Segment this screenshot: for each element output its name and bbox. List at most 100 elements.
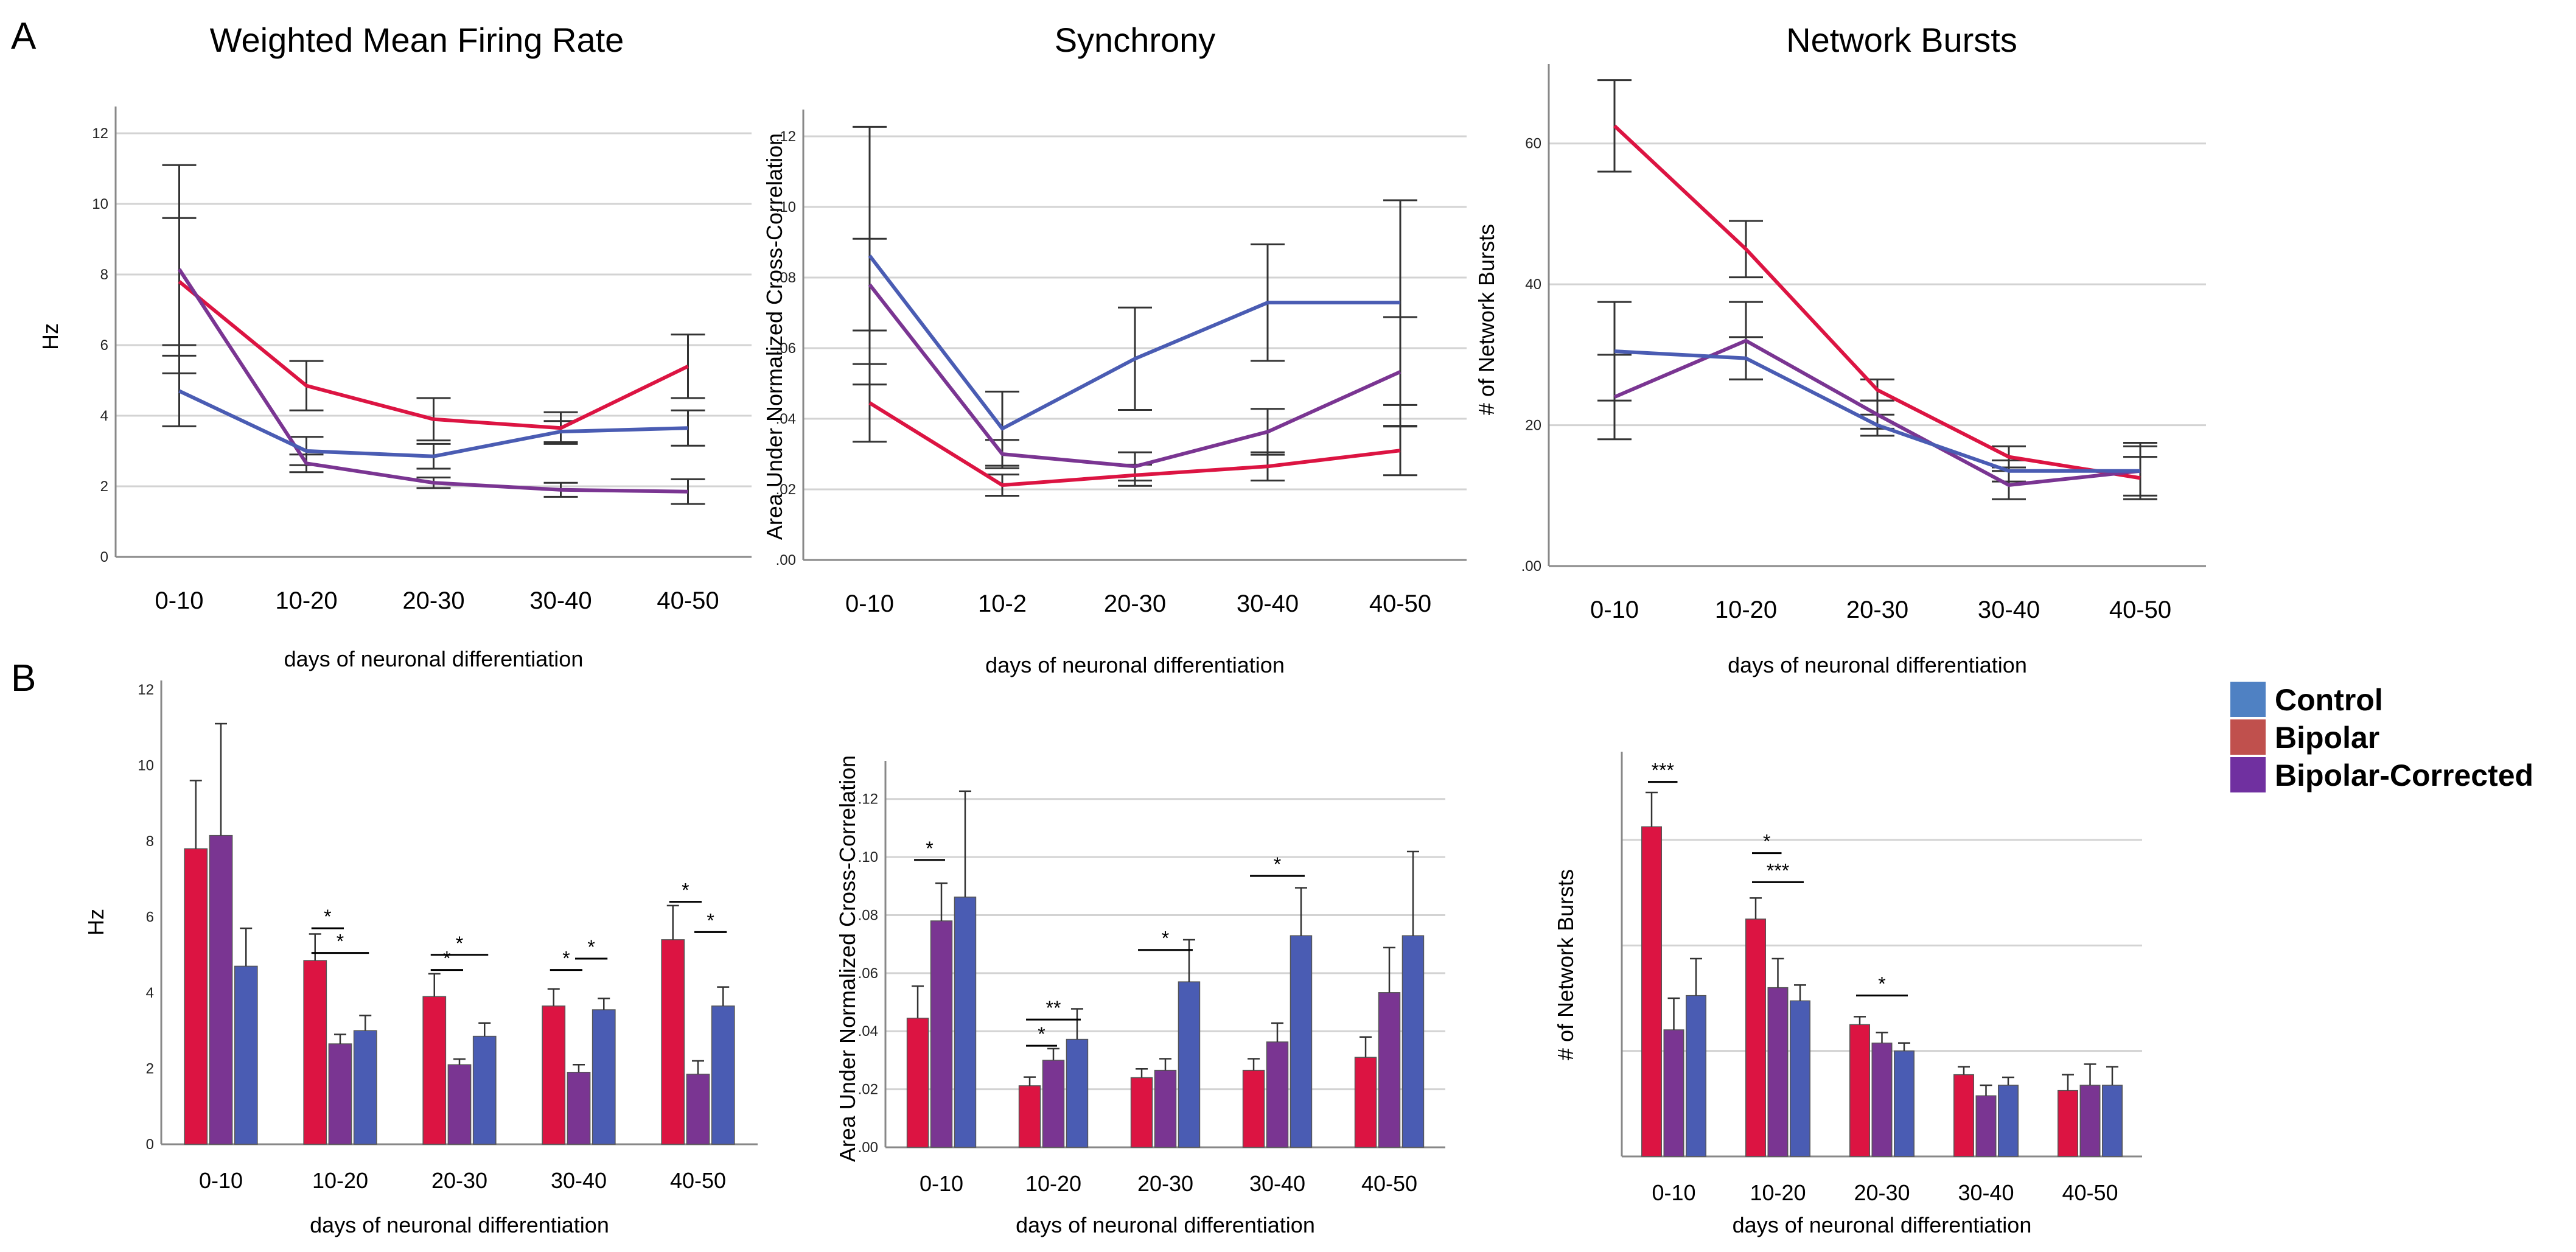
x-tick-label: 10-2 [978, 590, 1027, 617]
y-tick-label: 10 [92, 196, 108, 212]
significance-label: * [1038, 1023, 1045, 1045]
x-tick-label: 20-30 [1854, 1180, 1910, 1205]
bar-bipolar [184, 848, 208, 1145]
x-tick-label: 10-20 [1025, 1171, 1081, 1196]
legend-swatch-bipolar-corrected [2230, 757, 2266, 792]
bar-bipolar-corrected [2079, 1085, 2101, 1157]
bar-control [2101, 1085, 2123, 1157]
bar-bipolar [1641, 826, 1663, 1157]
x-tick-label: 30-40 [1249, 1171, 1305, 1196]
significance-label: * [707, 909, 714, 931]
bar-control [1789, 1000, 1810, 1157]
chart-synchrony-line: Synchrony days of neuronal differentiatio… [762, 21, 1467, 677]
series-line-bipolar-corrected [868, 283, 1401, 469]
chart-title: Synchrony [1055, 21, 1216, 59]
y-axis-title: # of Network Bursts [1553, 869, 1578, 1060]
panel-letter-b: B [11, 657, 36, 699]
x-tick-label: 0-10 [199, 1168, 243, 1193]
x-tick-label: 10-20 [312, 1168, 368, 1193]
bar-bipolar [1354, 1057, 1377, 1148]
y-tick-label: 10 [138, 758, 154, 774]
significance-label: * [443, 948, 450, 970]
bar-bipolar [2058, 1089, 2079, 1157]
significance-label: * [587, 936, 595, 958]
y-tick-label: .12 [858, 791, 878, 808]
legend-label: Bipolar [2275, 721, 2379, 755]
x-tick-label: 40-50 [670, 1168, 726, 1193]
bar-bipolar [1242, 1069, 1265, 1148]
series-line-bipolar-corrected [177, 268, 688, 494]
x-axis-title: days of neuronal differentiation [985, 652, 1285, 677]
x-tick-label: 10-20 [1750, 1180, 1806, 1205]
x-tick-label: 40-50 [2062, 1180, 2118, 1205]
significance-label: *** [1652, 760, 1674, 782]
chart-network-bursts-bar: days of neuronal differentiation # of Net… [1553, 752, 2142, 1237]
bar-bipolar-corrected [447, 1064, 472, 1145]
bar-bipolar [1953, 1074, 1975, 1157]
bar-control [1401, 935, 1425, 1148]
y-tick-label: 12 [92, 125, 108, 142]
significance-label: * [682, 880, 689, 901]
y-axis-title: Area Under Normalized Cross-Correlation [835, 755, 860, 1162]
x-tick-label: 40-50 [1361, 1171, 1417, 1196]
x-tick-label: 40-50 [1369, 590, 1431, 617]
y-tick-label: .02 [776, 481, 796, 498]
bar-bipolar-corrected [1042, 1060, 1065, 1148]
y-tick-label: 60 [1525, 136, 1541, 152]
bar-bipolar [1849, 1024, 1871, 1157]
significance-label: *** [1767, 859, 1789, 881]
bar-bipolar [1130, 1077, 1153, 1148]
significance-label: * [1878, 973, 1885, 995]
x-tick-label: 10-20 [1715, 596, 1777, 623]
bar-control [234, 965, 258, 1145]
chart-title: Network Bursts [1786, 21, 2017, 59]
series-line-bipolar [1613, 124, 2141, 480]
x-tick-label: 20-30 [1104, 590, 1166, 617]
significance-label: * [562, 948, 570, 970]
series-line-bipolar [868, 401, 1401, 488]
y-tick-label: .08 [858, 907, 878, 923]
chart-firing-rate-bar: days of neuronal differentiation Hz 0 2 4 6 8 1… [83, 680, 758, 1237]
bar-bipolar-corrected [686, 1074, 710, 1145]
x-tick-label: 20-30 [402, 587, 464, 614]
y-tick-label: 0 [146, 1136, 154, 1153]
legend-label: Control [2275, 683, 2383, 717]
bar-control [1685, 995, 1706, 1157]
y-tick-label: .12 [776, 128, 796, 145]
bar-bipolar [542, 1005, 566, 1145]
bar-bipolar-corrected [567, 1071, 591, 1145]
x-tick-label: 20-30 [1846, 596, 1908, 623]
y-tick-label: .00 [1521, 558, 1541, 575]
y-tick-label: 12 [138, 682, 154, 698]
y-axis-title: Area Under Normalized Cross-Correlation [762, 133, 787, 540]
x-tick-label: 20-30 [1137, 1171, 1193, 1196]
x-tick-label: 0-10 [155, 587, 203, 614]
bar-control [711, 1005, 735, 1145]
significance-label: * [926, 838, 933, 859]
bar-control [472, 1035, 497, 1145]
bar-bipolar-corrected [1975, 1095, 1997, 1157]
legend-swatch-bipolar [2230, 719, 2266, 755]
significance-label: * [324, 906, 331, 928]
x-tick-label: 0-10 [845, 590, 894, 617]
chart-weighted-mean-firing-rate-line: Weighted Mean Firing Rate days of neurona… [38, 21, 752, 671]
significance-label: * [1763, 831, 1770, 853]
y-tick-label: 0 [100, 549, 108, 565]
x-axis-title: days of neuronal differentiation [284, 646, 584, 671]
bar-bipolar-corrected [1266, 1041, 1289, 1148]
x-tick-label: 20-30 [431, 1168, 487, 1193]
bar-bipolar-corrected [1378, 992, 1401, 1148]
panel-letter-a: A [11, 15, 37, 57]
y-tick-label: .00 [776, 552, 796, 568]
y-axis-title: Hz [38, 323, 63, 350]
bar-bipolar-corrected [209, 834, 233, 1145]
y-tick-label: .08 [776, 270, 796, 286]
bar-bipolar [422, 996, 447, 1145]
series-line-bipolar [178, 280, 689, 430]
chart-title: Weighted Mean Firing Rate [210, 21, 624, 59]
y-tick-label: 4 [100, 408, 108, 424]
bar-control [592, 1009, 616, 1145]
significance-label: ** [1046, 997, 1061, 1019]
